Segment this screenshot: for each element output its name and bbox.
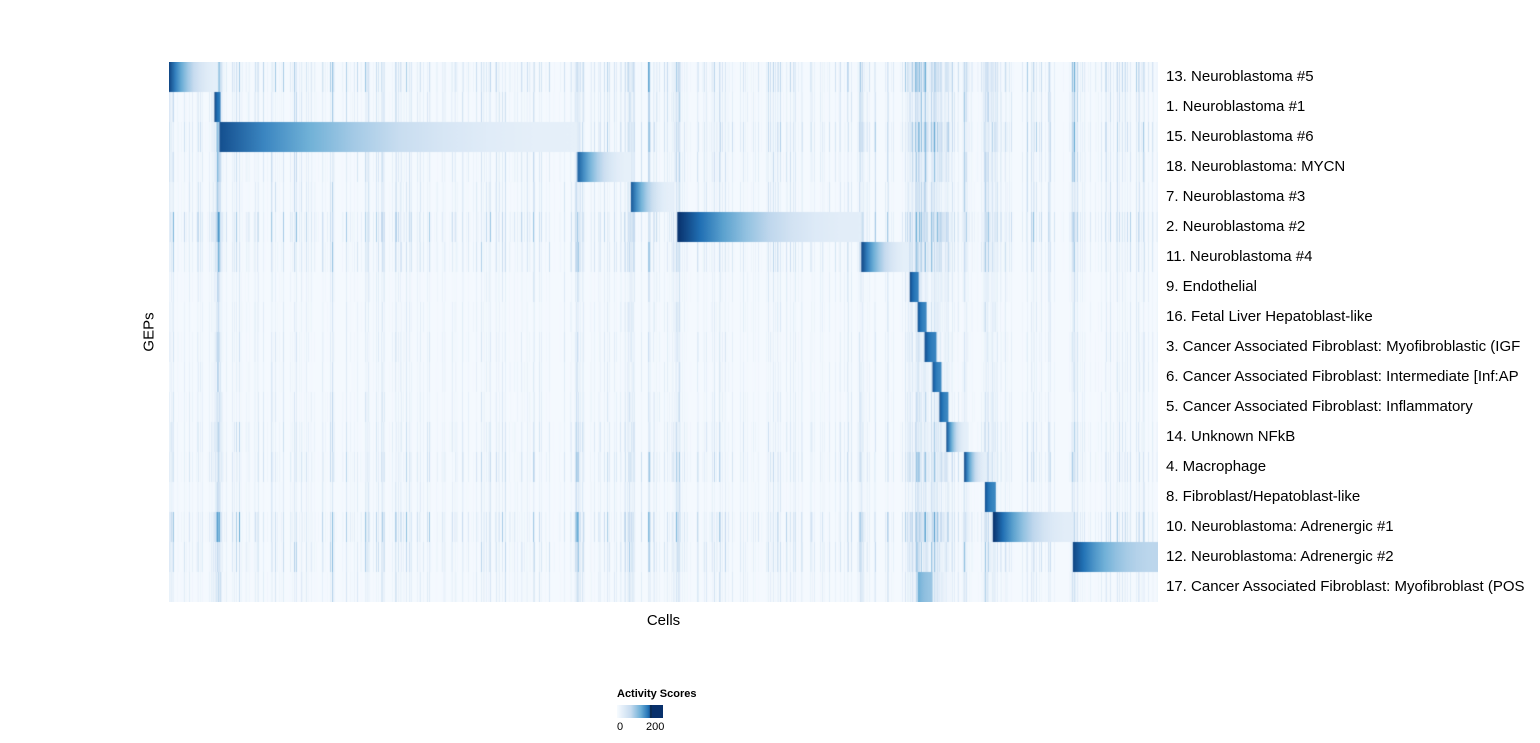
row-label: 10. Neuroblastoma: Adrenergic #1	[1166, 518, 1394, 535]
heatmap-canvas	[169, 62, 1158, 602]
row-label: 17. Cancer Associated Fibroblast: Myofib…	[1166, 578, 1525, 595]
legend-min-label: 0	[617, 721, 624, 733]
row-label: 5. Cancer Associated Fibroblast: Inflamm…	[1166, 398, 1473, 415]
row-label: 7. Neuroblastoma #3	[1166, 188, 1306, 205]
row-labels: 13. Neuroblastoma #5 1. Neuroblastoma #1 1…	[1166, 62, 1540, 602]
legend-title: Activity Scores	[617, 688, 697, 700]
legend-tick-200	[650, 705, 653, 718]
row-label: 18. Neuroblastoma: MYCN	[1166, 158, 1346, 175]
row-label: 13. Neuroblastoma #5	[1166, 68, 1314, 85]
row-label: 9. Endothelial	[1166, 278, 1257, 295]
row-label: 12. Neuroblastoma: Adrenergic #2	[1166, 548, 1394, 565]
row-label: 14. Unknown NFkB	[1166, 428, 1296, 445]
legend-gradient-bar	[617, 705, 663, 718]
row-label: 4. Macrophage	[1166, 458, 1267, 475]
x-axis-label: Cells	[646, 612, 681, 629]
activity-scores-legend: Activity Scores 0 200	[617, 688, 727, 735]
row-label: 16. Fetal Liver Hepatoblast-like	[1166, 308, 1373, 325]
legend-labels: 0 200	[617, 721, 665, 735]
row-label: 3. Cancer Associated Fibroblast: Myofibr…	[1166, 338, 1521, 355]
legend-max-label: 200	[645, 721, 665, 733]
row-label: 6. Cancer Associated Fibroblast: Interme…	[1166, 368, 1519, 385]
y-axis-label: GEPs	[140, 312, 158, 352]
row-label: 8. Fibroblast/Hepatoblast-like	[1166, 488, 1361, 505]
row-label: 2. Neuroblastoma #2	[1166, 218, 1306, 235]
row-label: 15. Neuroblastoma #6	[1166, 128, 1314, 145]
row-label: 1. Neuroblastoma #1	[1166, 98, 1306, 115]
row-label: 11. Neuroblastoma #4	[1166, 248, 1313, 265]
